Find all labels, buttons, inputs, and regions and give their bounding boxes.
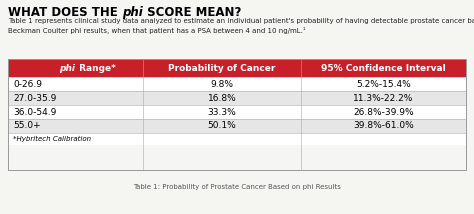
Text: Table 1 represents clinical study data analyzed to estimate an individual patien: Table 1 represents clinical study data a… xyxy=(8,18,474,34)
Text: 5.2%-15.4%: 5.2%-15.4% xyxy=(356,79,411,89)
Bar xyxy=(8,77,466,91)
Text: *Hybritech Calibration: *Hybritech Calibration xyxy=(13,136,91,142)
Text: 33.3%: 33.3% xyxy=(208,107,237,116)
Text: SCORE MEAN?: SCORE MEAN? xyxy=(143,6,241,19)
Text: 26.8%-39.9%: 26.8%-39.9% xyxy=(353,107,414,116)
Text: phi: phi xyxy=(60,64,75,73)
Bar xyxy=(8,133,466,145)
Text: 27.0-35.9: 27.0-35.9 xyxy=(13,94,56,103)
Bar xyxy=(8,105,466,119)
Text: 36.0-54.9: 36.0-54.9 xyxy=(13,107,56,116)
Text: 50.1%: 50.1% xyxy=(208,122,237,131)
Text: Probability of Cancer: Probability of Cancer xyxy=(168,64,276,73)
Bar xyxy=(8,59,466,170)
Text: 95% Confidence Interval: 95% Confidence Interval xyxy=(321,64,446,73)
Text: 55.0+: 55.0+ xyxy=(13,122,41,131)
Text: Range*: Range* xyxy=(75,64,116,73)
Text: Table 1: Probability of Prostate Cancer Based on phi Results: Table 1: Probability of Prostate Cancer … xyxy=(133,184,341,190)
Text: 9.8%: 9.8% xyxy=(210,79,234,89)
Text: 0-26.9: 0-26.9 xyxy=(13,79,42,89)
Text: 11.3%-22.2%: 11.3%-22.2% xyxy=(354,94,414,103)
Text: 39.8%-61.0%: 39.8%-61.0% xyxy=(353,122,414,131)
Bar xyxy=(8,119,466,133)
Text: phi: phi xyxy=(122,6,143,19)
Bar xyxy=(8,59,466,77)
Text: 16.8%: 16.8% xyxy=(208,94,237,103)
Text: WHAT DOES THE: WHAT DOES THE xyxy=(8,6,122,19)
Bar xyxy=(8,91,466,105)
